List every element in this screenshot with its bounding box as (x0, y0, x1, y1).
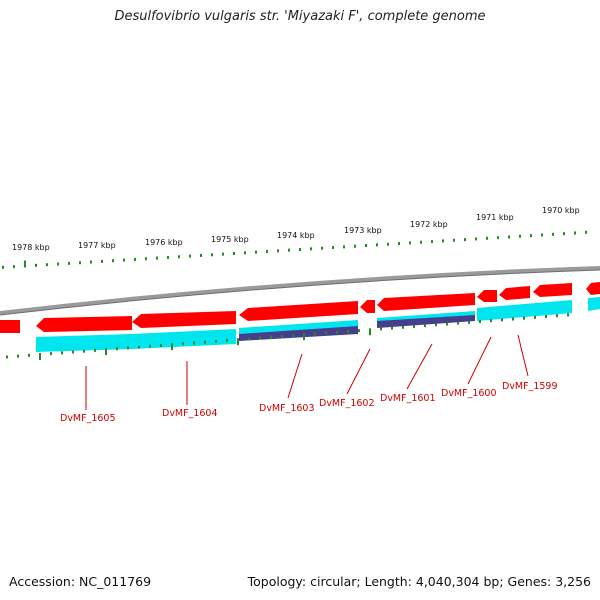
genome-backbone (0, 266, 600, 316)
misc-feature-dvmf-1601 (377, 315, 475, 328)
scale-label: 1973 kbp (344, 226, 382, 235)
backbone-line (0, 266, 600, 315)
gene-label-leader (406, 343, 433, 390)
gene-labels: DvMF_1605 DvMF_1604 DvMF_1603 DvMF_1602 DvMF… (60, 381, 558, 424)
gene-arrow-dvmf-1606 (0, 320, 20, 333)
gene-label: DvMF_1601 (380, 393, 436, 404)
scale-label: 1975 kbp (211, 235, 249, 244)
gene-label: DvMF_1605 (60, 413, 116, 424)
scale-label: 1970 kbp (542, 206, 580, 215)
gene-label: DvMF_1602 (319, 398, 375, 409)
scale-label: 1971 kbp (476, 213, 514, 222)
genome-summary-text: Topology: circular; Length: 4,040,304 bp… (247, 574, 591, 589)
gene-arrow-dvmf-1604 (132, 311, 236, 328)
gene-arrow-dvmf-1603 (239, 301, 358, 321)
scale-label: 1974 kbp (277, 231, 315, 240)
scale-label: 1978 kbp (12, 243, 50, 252)
gene-label: DvMF_1600 (441, 388, 497, 399)
gene-label: DvMF_1599 (502, 381, 558, 392)
gene-label-leader (287, 353, 303, 399)
scale-label: 1977 kbp (78, 241, 116, 250)
cds-bar-dvmf-1600 (477, 300, 572, 321)
scale-labels: 1978 kbp 1977 kbp 1976 kbp 1975 kbp 1974 kbp… (12, 206, 580, 252)
gene-label: DvMF_1603 (259, 403, 315, 414)
outer-tick-track (2, 230, 587, 269)
gene-arrow-dvmf-1599 (499, 286, 530, 300)
gene-label-leader (467, 336, 492, 385)
cds-bar-edge (588, 297, 600, 311)
gene-track (0, 282, 600, 352)
accession-text: Accession: NC_011769 (9, 574, 152, 589)
scale-label: 1972 kbp (410, 220, 448, 229)
gene-arrow-dvmf-1600 (477, 290, 497, 302)
cds-bar-dvmf-1605 (36, 334, 132, 352)
cds-bar-dvmf-1604 (132, 329, 236, 349)
gene-arrow-dvmf-1605 (36, 316, 132, 332)
gene-arrow-dvmf-1602 (360, 300, 375, 313)
gene-label-leader (346, 348, 371, 395)
backbone-shadow (0, 269, 600, 316)
gene-arrow-dvmf-1598 (533, 283, 572, 297)
inner-tick-track (6, 313, 569, 360)
misc-feature-dvmf-1603 (239, 326, 358, 341)
gene-label-leader (517, 334, 529, 377)
gene-arrow-dvmf-1601 (377, 293, 475, 311)
gene-label-leaders (85, 334, 529, 410)
gene-arrow-edge (586, 282, 600, 295)
gene-label: DvMF_1604 (162, 408, 218, 419)
scale-label: 1976 kbp (145, 238, 183, 247)
genome-title: Desulfovibrio vulgaris str. 'Miyazaki F'… (114, 9, 486, 24)
